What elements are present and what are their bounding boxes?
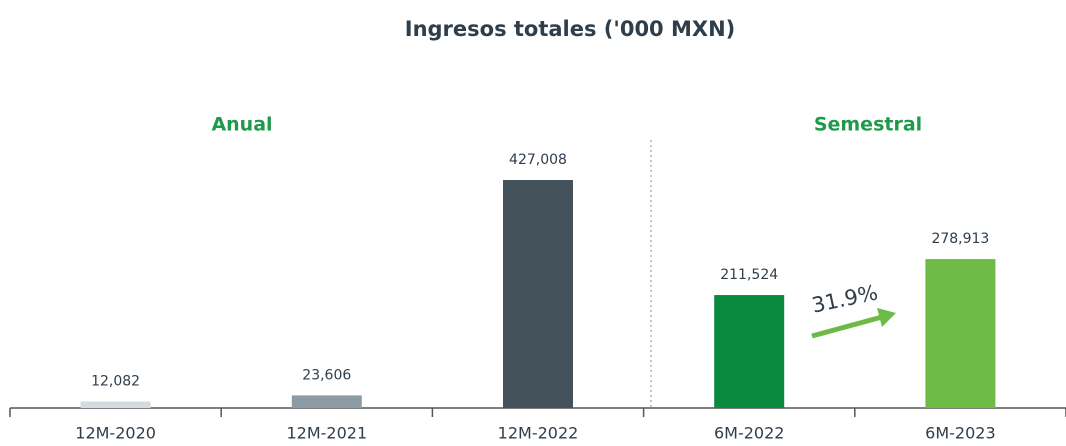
x-tick-label: 12M-2020 [75, 424, 156, 443]
bar [503, 180, 573, 408]
bar [925, 259, 996, 408]
bar [714, 295, 785, 408]
value-label: 278,913 [931, 231, 989, 247]
arrow-head [877, 308, 896, 327]
arrow [811, 314, 883, 339]
chart-title: Ingresos totales ('000 MXN) [405, 17, 736, 41]
annotation: 31.9% [810, 280, 880, 317]
value-label: 211,524 [720, 267, 778, 283]
group-label: Semestral [814, 114, 922, 136]
value-label: 12,082 [91, 374, 140, 390]
value-label: 427,008 [509, 152, 567, 168]
bar [291, 395, 362, 408]
x-tick-label: 12M-2022 [498, 424, 579, 443]
x-tick-label: 6M-2022 [714, 424, 784, 443]
bar [80, 401, 151, 408]
x-tick-label: 12M-2021 [286, 424, 367, 443]
value-label: 23,606 [302, 367, 351, 383]
x-tick-label: 6M-2023 [925, 424, 995, 443]
group-label: Anual [211, 114, 272, 136]
